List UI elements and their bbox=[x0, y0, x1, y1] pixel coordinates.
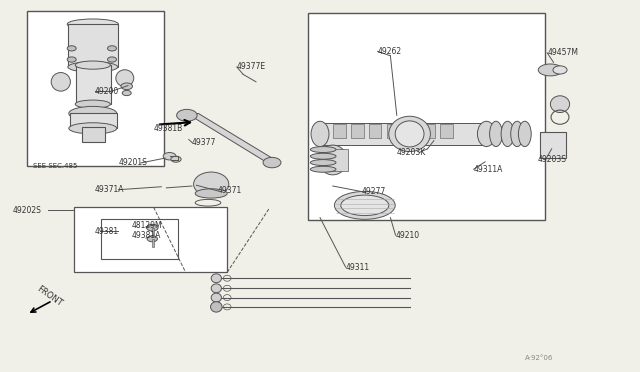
Text: 49201S: 49201S bbox=[118, 158, 147, 167]
Ellipse shape bbox=[211, 293, 221, 302]
Text: 49311A: 49311A bbox=[474, 165, 503, 174]
Text: 49210: 49210 bbox=[396, 231, 420, 240]
Bar bbox=[27, 11, 164, 166]
Ellipse shape bbox=[340, 195, 388, 216]
Text: 49371A: 49371A bbox=[95, 185, 124, 194]
Ellipse shape bbox=[538, 64, 563, 76]
Ellipse shape bbox=[319, 145, 347, 175]
Ellipse shape bbox=[396, 121, 424, 147]
Ellipse shape bbox=[68, 62, 118, 72]
Bar bbox=[404, 124, 417, 138]
Bar bbox=[70, 113, 117, 128]
Ellipse shape bbox=[195, 189, 227, 198]
Bar bbox=[422, 124, 435, 138]
Bar bbox=[152, 239, 154, 247]
Bar bbox=[82, 127, 105, 142]
Ellipse shape bbox=[116, 70, 134, 86]
Bar bbox=[540, 132, 566, 158]
Ellipse shape bbox=[69, 106, 117, 121]
Ellipse shape bbox=[211, 284, 221, 293]
Text: 48129M: 48129M bbox=[131, 221, 162, 230]
Circle shape bbox=[122, 90, 131, 96]
Ellipse shape bbox=[69, 123, 117, 134]
Circle shape bbox=[147, 236, 157, 242]
Ellipse shape bbox=[194, 172, 229, 196]
Circle shape bbox=[171, 156, 181, 162]
Text: 49381B: 49381B bbox=[154, 124, 183, 133]
Bar bbox=[320, 123, 486, 145]
Ellipse shape bbox=[211, 274, 221, 283]
Text: 49200: 49200 bbox=[95, 87, 119, 96]
Circle shape bbox=[67, 57, 76, 62]
Ellipse shape bbox=[490, 121, 502, 147]
Circle shape bbox=[263, 157, 281, 168]
Bar bbox=[308, 13, 545, 220]
Bar bbox=[333, 124, 346, 138]
Text: 49377: 49377 bbox=[192, 138, 216, 147]
Text: FRONT: FRONT bbox=[35, 284, 64, 308]
Ellipse shape bbox=[211, 302, 221, 311]
Circle shape bbox=[108, 57, 116, 62]
Ellipse shape bbox=[311, 121, 329, 147]
Circle shape bbox=[67, 46, 76, 51]
Circle shape bbox=[163, 153, 176, 160]
Polygon shape bbox=[189, 113, 275, 164]
Text: 49377E: 49377E bbox=[237, 62, 266, 71]
Text: 49202S: 49202S bbox=[13, 206, 42, 215]
Text: 49203S: 49203S bbox=[538, 155, 566, 164]
Text: 49311: 49311 bbox=[346, 263, 370, 272]
Bar bbox=[101, 219, 178, 259]
Bar bbox=[440, 124, 453, 138]
Text: 49203K: 49203K bbox=[397, 148, 426, 157]
Text: 49262: 49262 bbox=[378, 47, 402, 56]
Ellipse shape bbox=[76, 100, 111, 108]
Bar bbox=[319, 149, 348, 171]
Bar bbox=[68, 24, 118, 67]
Bar bbox=[152, 228, 154, 237]
Circle shape bbox=[147, 224, 158, 231]
Text: A·92°06: A·92°06 bbox=[525, 355, 553, 361]
Ellipse shape bbox=[211, 302, 222, 312]
Text: 49371: 49371 bbox=[218, 186, 242, 195]
Ellipse shape bbox=[310, 160, 336, 166]
Bar bbox=[369, 124, 381, 138]
Ellipse shape bbox=[310, 147, 336, 153]
Ellipse shape bbox=[553, 66, 567, 74]
Bar bbox=[351, 124, 364, 138]
Ellipse shape bbox=[389, 116, 431, 152]
Ellipse shape bbox=[477, 121, 495, 147]
Ellipse shape bbox=[310, 166, 336, 172]
Bar bbox=[74, 207, 227, 272]
Ellipse shape bbox=[334, 192, 395, 219]
Circle shape bbox=[108, 46, 116, 51]
Bar bbox=[387, 124, 399, 138]
Text: SEE SEC.485: SEE SEC.485 bbox=[33, 163, 77, 169]
Ellipse shape bbox=[51, 73, 70, 91]
Text: 49457M: 49457M bbox=[547, 48, 578, 57]
Ellipse shape bbox=[550, 96, 570, 112]
Circle shape bbox=[121, 83, 132, 90]
Ellipse shape bbox=[310, 153, 336, 159]
Ellipse shape bbox=[76, 61, 111, 69]
Ellipse shape bbox=[511, 121, 524, 147]
Ellipse shape bbox=[501, 121, 514, 147]
Text: 49277: 49277 bbox=[362, 187, 386, 196]
Ellipse shape bbox=[67, 19, 118, 29]
Text: 49381A: 49381A bbox=[131, 231, 161, 240]
Text: 49381: 49381 bbox=[95, 227, 119, 236]
Circle shape bbox=[177, 109, 197, 121]
Bar bbox=[76, 65, 111, 104]
Ellipse shape bbox=[518, 121, 531, 147]
